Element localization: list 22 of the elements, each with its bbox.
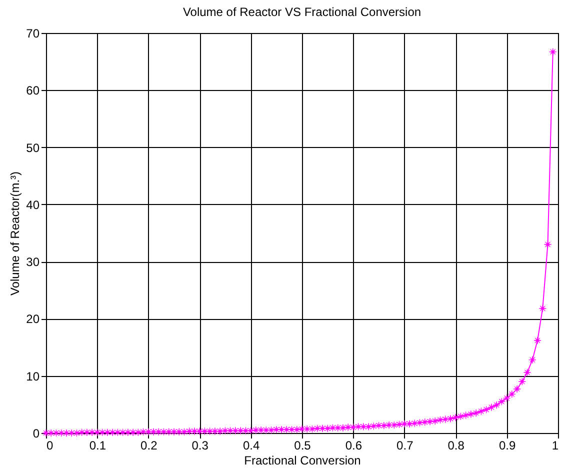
x-tick-label: 0.5 (294, 438, 312, 452)
y-tick-label: 40 (26, 198, 40, 212)
x-tick-label: 0.1 (89, 438, 106, 452)
x-tick-label: 0.3 (192, 438, 209, 452)
x-tick-label: 0.6 (345, 438, 362, 452)
x-tick-label: 0.2 (140, 438, 158, 452)
y-tick-label: 70 (26, 26, 40, 40)
y-tick-label: 60 (26, 84, 40, 98)
x-tick-label: 1 (552, 438, 559, 452)
y-tick-label: 0 (32, 426, 40, 440)
x-tick-label: 0.8 (448, 438, 465, 452)
y-tick-label: 50 (26, 140, 40, 155)
x-tick-label: 0.4 (242, 438, 260, 452)
chart-title: Volume of Reactor VS Fractional Conversion (182, 5, 422, 19)
y-tick-label: 20 (26, 312, 40, 326)
x-tick-label: 0.7 (396, 438, 414, 452)
x-axis-title: Fractional Conversion (244, 454, 361, 468)
y-tick-label: 10 (26, 369, 40, 384)
y-tick-label: 30 (26, 255, 40, 270)
x-tick-label: 0.9 (498, 438, 516, 452)
y-axis-title: Volume of Reactor(m.³) (8, 171, 22, 296)
x-tick-label: 0 (46, 438, 54, 452)
